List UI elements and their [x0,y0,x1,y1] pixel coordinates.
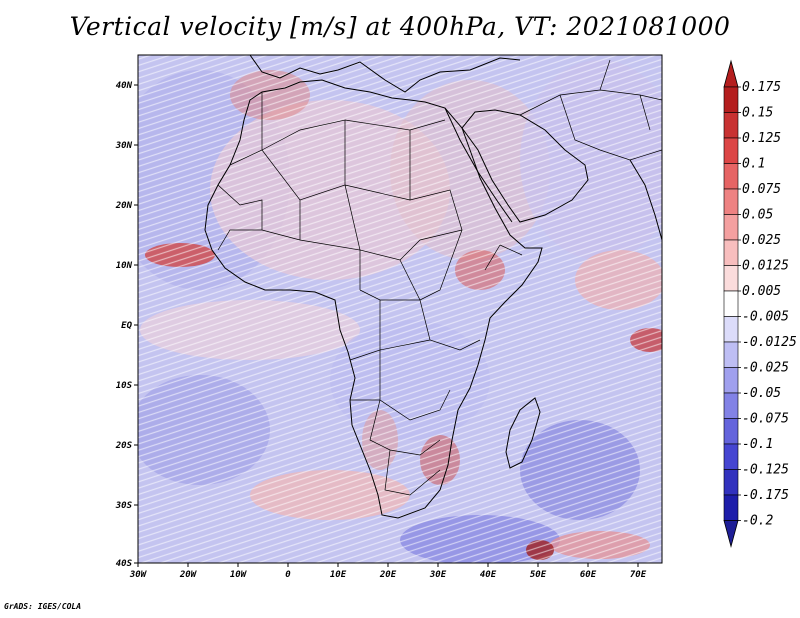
colorbar-label: 0.175 [742,80,781,95]
lon-tick-label: 50E [530,570,547,580]
country-borders [217,92,523,496]
colorbar-swatch [723,418,739,445]
lon-tick-label: 70E [630,570,647,580]
colorbar-swatch [723,188,739,215]
colorbar-label: 0.025 [742,233,781,248]
colorbar: 0.175 0.15 0.125 0.1 0.075 0.05 0.025 0.0125 0.0… [723,59,797,549]
lat-tick-label: 30S [115,501,133,511]
lat-tick-label: 40S [116,559,133,569]
lat-tick-label: 20S [115,441,133,451]
colorbar-top-arrow [723,59,739,88]
lon-tick-label: 30E [429,570,447,580]
colorbar-label: 0.075 [742,182,781,197]
lon-tick-label: 20W [179,570,198,580]
colorbar-swatch [723,239,739,266]
lat-tick-label: 10S [116,381,133,391]
chart-title: Vertical velocity [m/s] at 400hPa, VT: 2… [69,12,731,41]
colorbar-swatch [723,367,739,394]
colorbar-swatch [723,316,739,343]
colorbar-label: 0.005 [742,284,781,299]
colorbar-label: 0.15 [742,106,773,121]
middle-east-borders [519,59,662,161]
grads-credit: GrADS: IGES/COLA [4,602,82,611]
coastlines [204,55,662,519]
colorbar-swatch [723,469,739,496]
colorbar-label: -0.075 [742,412,789,427]
lat-tick-label: 10N [116,261,133,271]
lat-tick-label: 40N [116,81,133,91]
lon-tick-label: 0 [285,570,291,580]
colorbar-label: -0.005 [742,310,789,325]
colorbar-label: 0.1 [742,157,765,172]
colorbar-swatch [723,341,739,368]
colorbar-label: -0.175 [742,488,789,503]
latitude-axis: 40N 30N 20N 10N EQ 10S 20S 30S 40S [115,81,138,569]
colorbar-label: -0.2 [742,514,773,529]
colorbar-label: 0.0125 [742,259,789,274]
colorbar-label: 0.05 [742,208,773,223]
colorbar-label: -0.0125 [742,335,797,350]
india-coastline [629,159,662,241]
colorbar-label: -0.05 [742,386,781,401]
lon-tick-label: 10E [330,570,347,580]
europe-coastline [249,55,521,93]
lon-tick-label: 20E [379,570,397,580]
colorbar-swatch [723,265,739,292]
lat-tick-label: 20N [115,201,133,211]
colorbar-swatch [723,392,739,419]
colorbar-label: -0.025 [742,361,789,376]
longitude-axis: 30W 20W 10W 0 10E 20E 30E 40E 50E 60E 70E [129,563,647,580]
colorbar-label: -0.1 [742,437,773,452]
colorbar-swatch [723,137,739,164]
lon-tick-label: 30W [129,570,148,580]
vertical-velocity-field [138,55,662,563]
lon-tick-label: 40E [480,570,497,580]
lon-tick-label: 10W [230,570,248,580]
colorbar-swatch [723,443,739,470]
colorbar-swatch [723,290,739,317]
map-frame [137,54,663,564]
lon-tick-label: 60E [580,570,597,580]
red-sea-coast [444,107,513,223]
colorbar-swatch [723,163,739,190]
colorbar-bottom-arrow [723,520,739,549]
lat-tick-label: EQ [121,321,132,331]
colorbar-swatch [723,112,739,139]
colorbar-swatch [723,494,739,521]
colorbar-label: 0.125 [742,131,781,146]
colorbar-swatch [723,214,739,241]
madagascar-coastline [505,397,541,469]
colorbar-label: -0.125 [742,463,789,478]
africa-coastline [204,79,543,519]
lat-tick-label: 30N [115,141,133,151]
colorbar-swatch [723,86,739,113]
arabia-coastline [461,109,589,223]
